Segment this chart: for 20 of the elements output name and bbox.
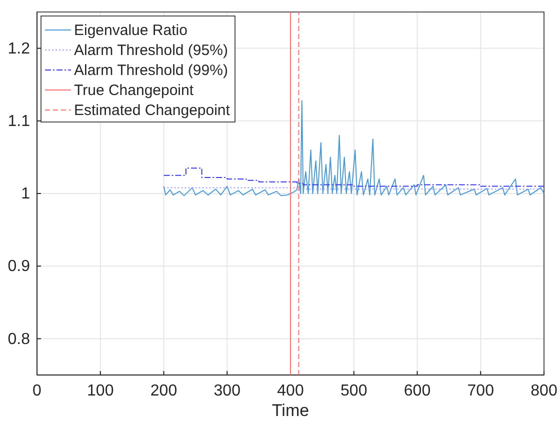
legend-label: Alarm Threshold (95%) [74, 42, 228, 59]
x-tick-label: 100 [87, 382, 114, 400]
x-tick-label: 300 [214, 382, 241, 400]
y-tick-label: 0.8 [8, 330, 30, 348]
x-tick-label: 800 [530, 382, 558, 400]
y-tick-label: 1.1 [8, 113, 30, 130]
legend-label: True Changepoint [74, 82, 194, 99]
x-tick-label: 200 [150, 382, 178, 400]
y-tick-label: 1 [21, 186, 30, 203]
legend-label: Estimated Changepoint [74, 102, 231, 119]
x-tick-label: 600 [404, 382, 431, 400]
legend-label: Eigenvalue Ratio [74, 22, 188, 39]
x-tick-label: 500 [340, 382, 368, 400]
y-tick-label: 0.9 [8, 258, 30, 276]
legend-label: Alarm Threshold (99%) [74, 62, 228, 79]
x-axis-title: Time [272, 401, 310, 420]
x-tick-label: 0 [32, 382, 42, 400]
x-tick-label: 400 [277, 382, 304, 400]
y-tick-label: 1.2 [8, 40, 30, 58]
x-tick-label: 700 [467, 382, 494, 400]
